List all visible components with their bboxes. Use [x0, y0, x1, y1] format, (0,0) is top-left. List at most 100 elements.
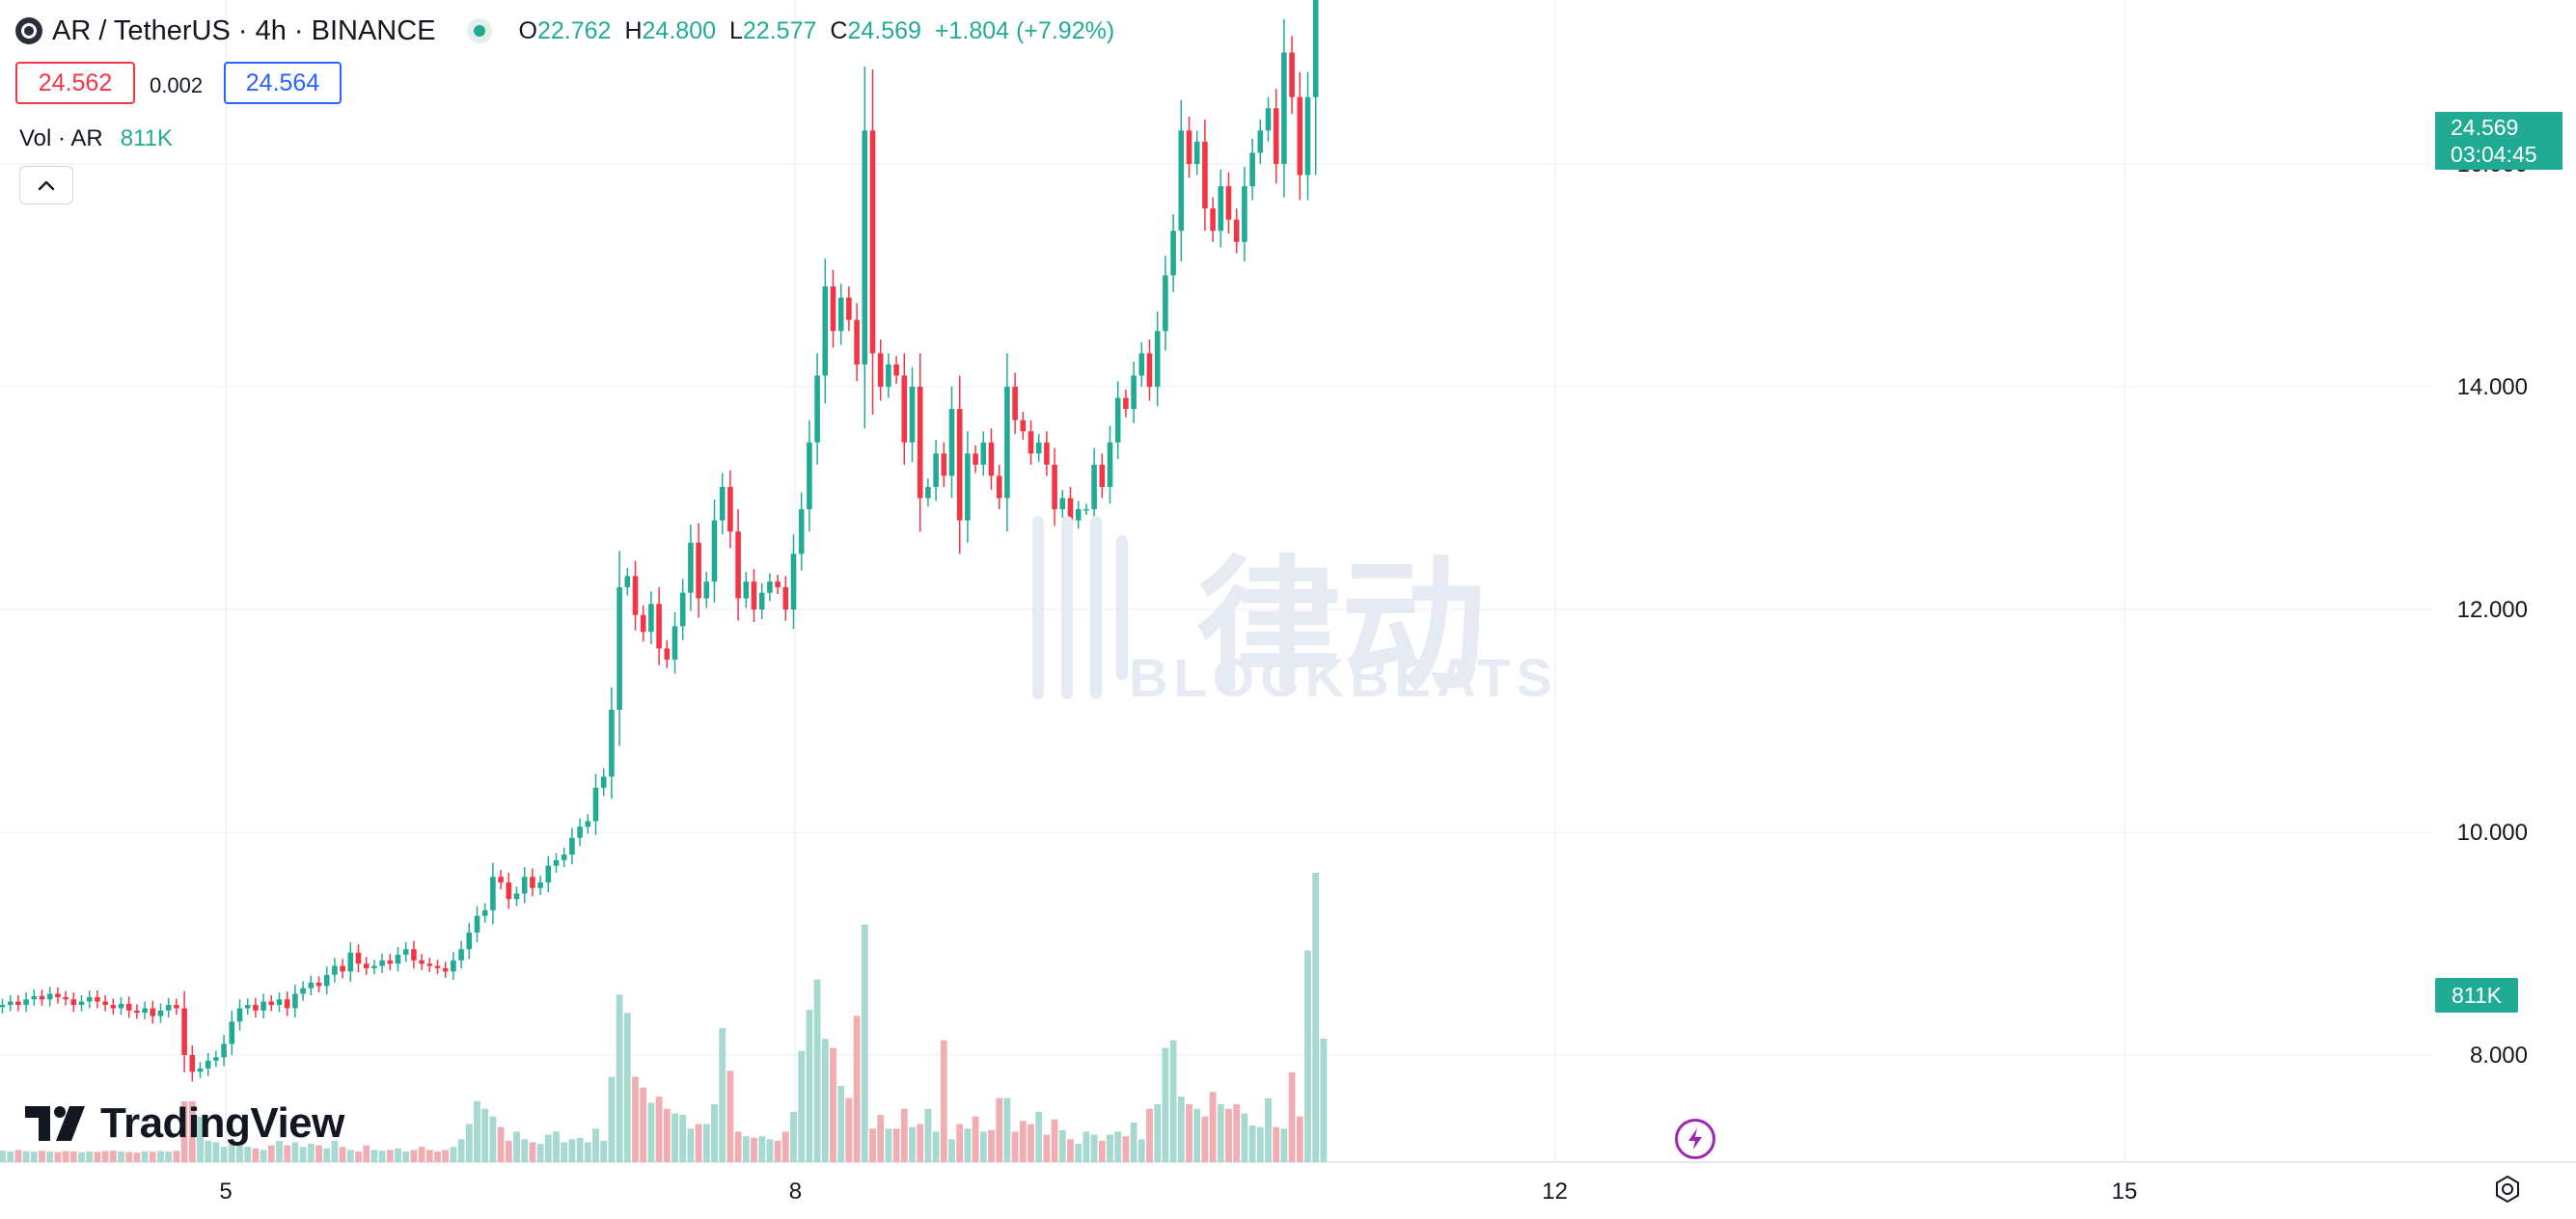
ohlc-key: C [830, 16, 848, 44]
volume-bar [790, 1111, 797, 1162]
volume-bar [457, 1139, 465, 1162]
volume-bar [964, 1128, 972, 1162]
candle-body [70, 999, 77, 1006]
volume-bar [1019, 1121, 1027, 1162]
volume-bar [972, 1116, 979, 1162]
candle-body [1281, 52, 1287, 164]
buy-price-button[interactable]: 24.564 [224, 62, 342, 104]
candlesticks [0, 0, 1319, 1082]
last-price-value: 24.569 [2451, 115, 2519, 140]
candle-body [719, 486, 726, 521]
volume-bar [346, 1150, 354, 1162]
tradingview-logo[interactable]: TradingView [25, 1099, 344, 1148]
candle-body [1312, 0, 1319, 97]
candle-body [775, 582, 781, 587]
candle-body [537, 881, 543, 888]
candle-body [609, 709, 615, 777]
watermark-latin: BLOCKBEATS [1129, 647, 1558, 708]
candle-body [1170, 230, 1176, 276]
volume-bar [948, 1139, 955, 1162]
collapse-legend-button[interactable] [19, 166, 73, 204]
candle-body [901, 375, 908, 443]
candle-body [236, 1008, 243, 1022]
volume-bar [157, 1151, 164, 1162]
volume-bar [228, 1144, 235, 1162]
candle-body [1202, 141, 1208, 209]
candle-body [387, 960, 394, 964]
candle-body [886, 364, 891, 387]
flash-icon[interactable] [1675, 1119, 1715, 1159]
volume-bar [101, 1151, 109, 1162]
volume-bars [0, 873, 1328, 1162]
candle-body [253, 1005, 259, 1011]
sell-price-button[interactable]: 24.562 [15, 62, 135, 104]
volume-legend[interactable]: Vol · AR 811K [19, 125, 173, 152]
candle-body [703, 582, 710, 599]
volume-bar [355, 1151, 362, 1162]
volume-bar [576, 1137, 584, 1162]
volume-bar [125, 1151, 133, 1162]
x-tick-label: 8 [789, 1178, 802, 1205]
symbol-icon[interactable] [15, 17, 42, 44]
status-dot-icon[interactable] [466, 18, 492, 43]
volume-bar [1130, 1122, 1137, 1162]
candle-body [347, 952, 354, 972]
volume-bar [1154, 1104, 1162, 1162]
symbol-title[interactable]: AR / TetherUS · 4h · BINANCE [52, 14, 436, 46]
volume-bar [1320, 1038, 1328, 1162]
volume-bar [813, 979, 821, 1162]
volume-bar [212, 1142, 220, 1162]
candle-body [411, 949, 417, 961]
volume-bar [996, 1097, 1003, 1162]
candle-body [735, 531, 741, 599]
candle-body [1138, 353, 1145, 376]
candle-body [1091, 464, 1097, 510]
volume-legend-value: 811K [120, 125, 173, 151]
volume-bar [544, 1134, 552, 1162]
volume-bar [118, 1151, 124, 1162]
candle-body [332, 965, 338, 975]
candle-body [125, 1003, 132, 1011]
candle-body [315, 982, 322, 987]
candle-body [553, 859, 560, 866]
volume-bar [608, 1076, 616, 1162]
candle-body [1099, 464, 1106, 487]
price-axis[interactable]: 8.00010.00012.00014.00016.00018.00020.00… [2457, 0, 2528, 1069]
candle-body [1193, 141, 1200, 164]
symbol-header[interactable]: AR / TetherUS · 4h · BINANCE O22.762 H24… [15, 14, 1114, 48]
candle-body [790, 554, 797, 610]
volume-bar [418, 1147, 425, 1162]
volume-bar [1067, 1139, 1074, 1162]
volume-bar [695, 1124, 702, 1162]
candle-body [1059, 498, 1066, 510]
candle-body [592, 787, 599, 822]
candle-body [798, 509, 805, 555]
candle-body [933, 453, 939, 487]
volume-bar [821, 1039, 829, 1162]
volume-bar [22, 1151, 30, 1162]
time-axis[interactable]: 581215192226Mar47 [219, 1178, 2576, 1205]
volume-bar [869, 1128, 876, 1162]
candle-body [1083, 509, 1089, 511]
volume-bar [291, 1142, 299, 1162]
candle-body [118, 1003, 124, 1009]
candle-body [1289, 52, 1295, 97]
settings-icon[interactable] [2493, 1175, 2522, 1204]
volume-bar [932, 1131, 940, 1162]
volume-bar [363, 1145, 370, 1162]
volume-bar [536, 1144, 544, 1162]
volume-bar [1225, 1108, 1232, 1162]
ohlc-close: 24.569 [847, 16, 921, 44]
blockbeats-watermark-icon [1032, 516, 1128, 699]
candle-body [688, 542, 694, 593]
candle-body [988, 442, 995, 476]
volume-bar [1256, 1126, 1264, 1162]
candle-body [189, 1055, 196, 1072]
volume-bar [1265, 1097, 1272, 1162]
candle-body [1257, 130, 1264, 153]
candle-body [221, 1043, 227, 1058]
candle-body [466, 932, 473, 950]
volume-bar [988, 1129, 995, 1162]
candle-body [577, 826, 583, 838]
